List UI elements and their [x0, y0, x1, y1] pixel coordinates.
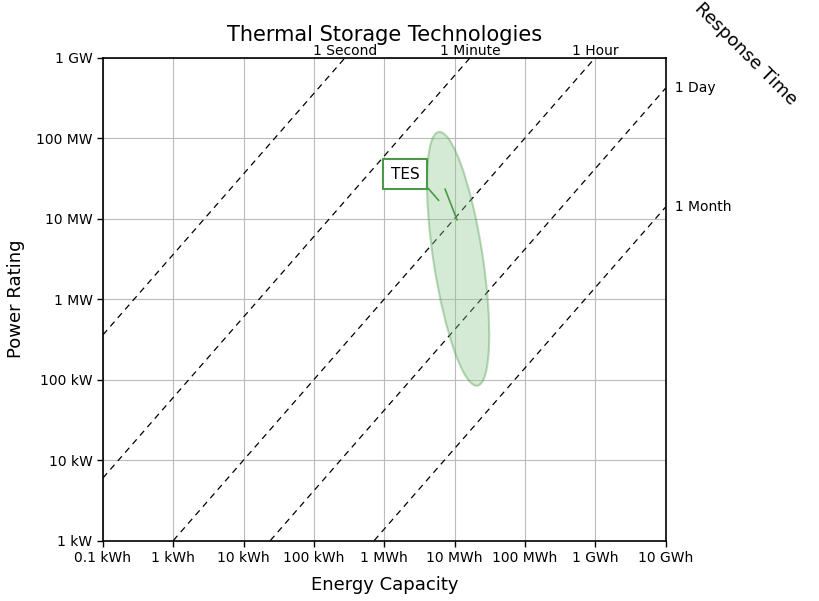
Text: 1 Day: 1 Day: [665, 81, 714, 95]
Text: 1 Month: 1 Month: [665, 200, 731, 214]
Text: 1 Hour: 1 Hour: [571, 44, 618, 58]
Text: Response Time: Response Time: [690, 0, 800, 109]
Ellipse shape: [427, 132, 489, 386]
Y-axis label: Power Rating: Power Rating: [7, 240, 25, 358]
Title: Thermal Storage Technologies: Thermal Storage Technologies: [226, 25, 541, 45]
X-axis label: Energy Capacity: Energy Capacity: [310, 576, 458, 594]
Text: 1 Second: 1 Second: [313, 44, 377, 58]
Text: TES: TES: [391, 167, 419, 182]
Text: 1 Minute: 1 Minute: [439, 44, 500, 58]
